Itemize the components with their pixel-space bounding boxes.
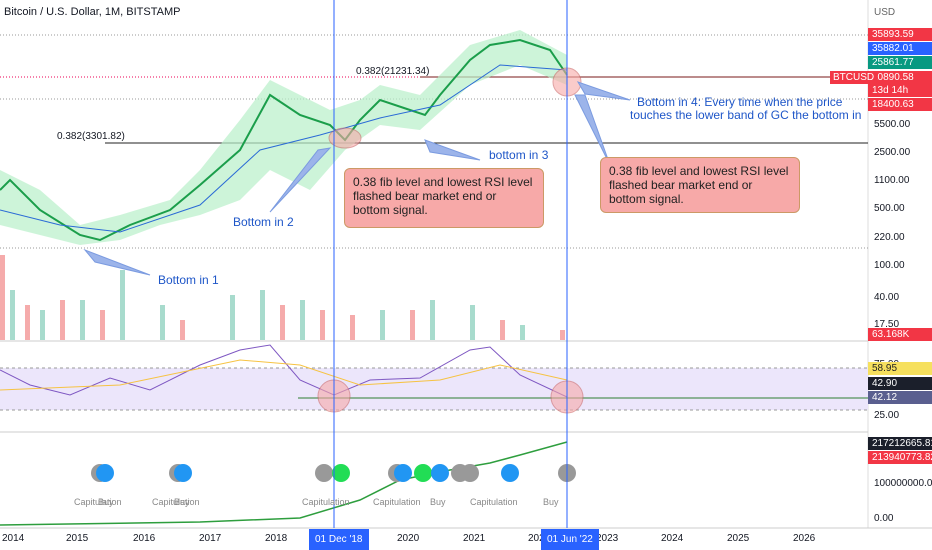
- axis-unit: USD: [874, 7, 896, 18]
- time-highlight: 01 Dec '18: [309, 529, 369, 550]
- rsi-label: 25.00: [874, 410, 900, 421]
- signal-label: Capitulation: [152, 497, 200, 507]
- indicator-badge: 217212665.81: [868, 437, 932, 450]
- signal-label: Buy: [430, 497, 446, 507]
- annotation: bottom in 3: [489, 148, 549, 162]
- fib-label: 0.382(21231.34): [356, 66, 430, 77]
- rsi-badge: 58.95: [868, 362, 932, 375]
- signal-label: Capitulation: [74, 497, 122, 507]
- time-label: 2025: [727, 533, 750, 544]
- symbol-badge: BTCUSD: [830, 71, 878, 84]
- time-label: 2014: [2, 533, 25, 544]
- indicator-label: 0.00: [874, 513, 894, 524]
- price-label: 220.00: [874, 232, 905, 243]
- price-badge: 35893.59: [868, 28, 932, 41]
- time-label: 2016: [133, 533, 156, 544]
- price-label: 40.00: [874, 292, 900, 303]
- signal-label: Capitulation: [302, 497, 350, 507]
- note-box: 0.38 fib level and lowest RSI level flas…: [600, 157, 800, 213]
- signal-label: Capitulation: [373, 497, 421, 507]
- rsi-badge: 42.12: [868, 391, 932, 404]
- price-label: 5500.00: [874, 119, 911, 130]
- time-highlight: 01 Jun '22: [541, 529, 599, 550]
- time-label: 2021: [463, 533, 486, 544]
- volume-badge: 63.168K: [868, 328, 932, 341]
- price-label: 500.00: [874, 203, 905, 214]
- annotation: Bottom in 4: Every time when the price: [637, 95, 843, 109]
- time-label: 2018: [265, 533, 288, 544]
- note-box: 0.38 fib level and lowest RSI level flas…: [344, 168, 544, 228]
- time-label: 2015: [66, 533, 89, 544]
- price-label: 2500.00: [874, 147, 911, 158]
- price-badge: 13d 14h: [868, 84, 932, 97]
- time-label: 2023: [596, 533, 619, 544]
- price-badge: 20890.58: [868, 71, 932, 84]
- annotation: Bottom in 2: [233, 215, 294, 229]
- annotation: touches the lower band of GC the bottom …: [630, 108, 862, 122]
- annotation: Bottom in 1: [158, 273, 219, 287]
- price-label: 1100.00: [874, 175, 910, 186]
- signal-label: Buy: [98, 497, 114, 507]
- signal-label: Capitulation: [470, 497, 518, 507]
- time-label: 2017: [199, 533, 222, 544]
- time-label: 202: [528, 533, 545, 544]
- time-label: 2026: [793, 533, 816, 544]
- price-label: 100.00: [874, 260, 905, 271]
- price-badge: 25861.77: [868, 56, 932, 69]
- time-label: 2020: [397, 533, 420, 544]
- price-label: 17.50: [874, 319, 900, 330]
- signal-label: Buy: [543, 497, 559, 507]
- time-label: 2024: [661, 533, 684, 544]
- rsi-badge: 42.90: [868, 377, 932, 390]
- price-badge: 18400.63: [868, 98, 932, 111]
- price-badge: 35882.01: [868, 42, 932, 55]
- fib-label: 0.382(3301.82): [57, 131, 125, 142]
- chart-title: Bitcoin / U.S. Dollar, 1M, BITSTAMP: [4, 6, 181, 18]
- signal-label: Buy: [174, 497, 190, 507]
- indicator-badge: 213940773.82: [868, 451, 932, 464]
- indicator-label: 100000000.00: [874, 478, 932, 489]
